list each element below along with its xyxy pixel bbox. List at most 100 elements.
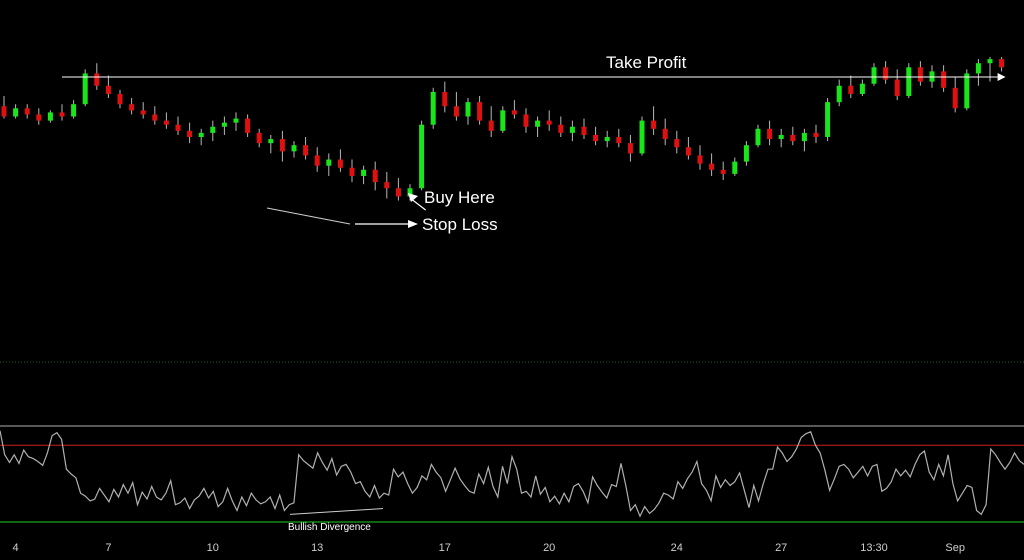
buy-here-label: Buy Here <box>424 188 495 207</box>
candle-body <box>442 91 448 107</box>
x-tick-label: 17 <box>439 542 451 554</box>
candle-body <box>453 106 459 117</box>
candle-body <box>129 104 135 111</box>
candle-body <box>59 112 65 117</box>
x-tick-label: 27 <box>775 542 787 554</box>
candle-body <box>372 169 378 183</box>
price-pane <box>1 57 1006 228</box>
x-tick-label: Sep <box>945 542 965 554</box>
candle-body <box>593 134 599 142</box>
candle-body <box>952 87 958 109</box>
candle-body <box>755 128 761 146</box>
candle-body <box>152 114 158 121</box>
candle-body <box>848 85 854 94</box>
candle-body <box>419 124 425 189</box>
candle-body <box>407 188 413 197</box>
price-divergence-line <box>266 207 351 225</box>
buy-arrow-head <box>408 193 418 202</box>
candle-body <box>488 120 494 131</box>
x-tick-label: 7 <box>105 542 111 554</box>
candle-body <box>36 114 42 121</box>
candle-body <box>94 73 100 86</box>
candle-body <box>198 132 204 137</box>
candle-body <box>674 139 680 148</box>
candle-body <box>639 120 645 154</box>
candle-body <box>187 130 193 137</box>
x-tick-label: 13 <box>311 542 323 554</box>
candle-body <box>175 124 181 131</box>
candle-body <box>767 128 773 140</box>
candle-body <box>790 134 796 142</box>
candle-body <box>651 120 657 129</box>
candle-body <box>662 128 668 140</box>
take-profit-arrowhead <box>997 73 1006 81</box>
take-profit-label: Take Profit <box>606 53 687 72</box>
candle-body <box>558 124 564 133</box>
candle-body <box>732 161 738 174</box>
candle-body <box>709 163 715 170</box>
candle-body <box>105 85 111 94</box>
candle-body <box>82 73 88 105</box>
candle-body <box>941 71 947 88</box>
annotations: Take Profit Buy Here Stop Loss Bullish D… <box>288 53 687 533</box>
candle-body <box>117 93 123 105</box>
candle-body <box>245 118 251 133</box>
candle-body <box>859 83 865 94</box>
candle-body <box>210 126 216 133</box>
candle-body <box>987 59 993 64</box>
candle-body <box>604 137 610 142</box>
candle-body <box>917 67 923 82</box>
candle-body <box>221 122 227 127</box>
candle-body <box>720 169 726 174</box>
candle-body <box>256 132 262 144</box>
x-tick-label: 13:30 <box>860 542 888 554</box>
candle-body <box>546 120 552 125</box>
candle-body <box>430 91 436 125</box>
candle-body <box>883 67 889 80</box>
oscillator-pane <box>0 425 1024 523</box>
candle-body <box>801 132 807 142</box>
stop-arrow-head <box>408 220 418 228</box>
candle-body <box>825 102 831 137</box>
bullish-divergence-label: Bullish Divergence <box>288 522 371 533</box>
candle-body <box>477 102 483 121</box>
stop-loss-label: Stop Loss <box>422 215 498 234</box>
candle-body <box>291 145 297 152</box>
candle-body <box>13 108 19 117</box>
candle-body <box>627 143 633 154</box>
candle-body <box>523 114 529 127</box>
candle-body <box>581 126 587 135</box>
candle-body <box>616 137 622 144</box>
candle-body <box>163 120 169 125</box>
candle-body <box>836 85 842 103</box>
x-axis: 4 7 10 13 17 20 24 27 13:30 Sep <box>13 542 965 554</box>
candle-body <box>233 118 239 123</box>
candle-body <box>337 159 343 168</box>
candle-body <box>395 188 401 197</box>
candle-body <box>279 139 285 152</box>
candle-body <box>871 67 877 84</box>
candle-body <box>24 108 30 115</box>
candle-body <box>743 145 749 162</box>
oscillator-divergence-line <box>289 508 384 515</box>
candle-body <box>697 155 703 164</box>
candle-body <box>268 139 274 144</box>
candle-body <box>314 155 320 166</box>
x-tick-label: 10 <box>207 542 219 554</box>
candle-body <box>465 102 471 117</box>
candle-body <box>384 182 390 189</box>
candle-body <box>303 145 309 156</box>
x-tick-label: 24 <box>671 542 683 554</box>
candle-body <box>569 126 575 133</box>
candle-body <box>349 167 355 176</box>
candle-body <box>894 79 900 96</box>
candle-body <box>140 110 146 115</box>
candle-body <box>685 147 691 156</box>
candle-body <box>500 110 506 131</box>
candle-body <box>47 112 53 121</box>
x-tick-label: 20 <box>543 542 555 554</box>
candle-body <box>511 110 517 115</box>
candle-body <box>999 59 1005 68</box>
candle-body <box>1 106 7 117</box>
